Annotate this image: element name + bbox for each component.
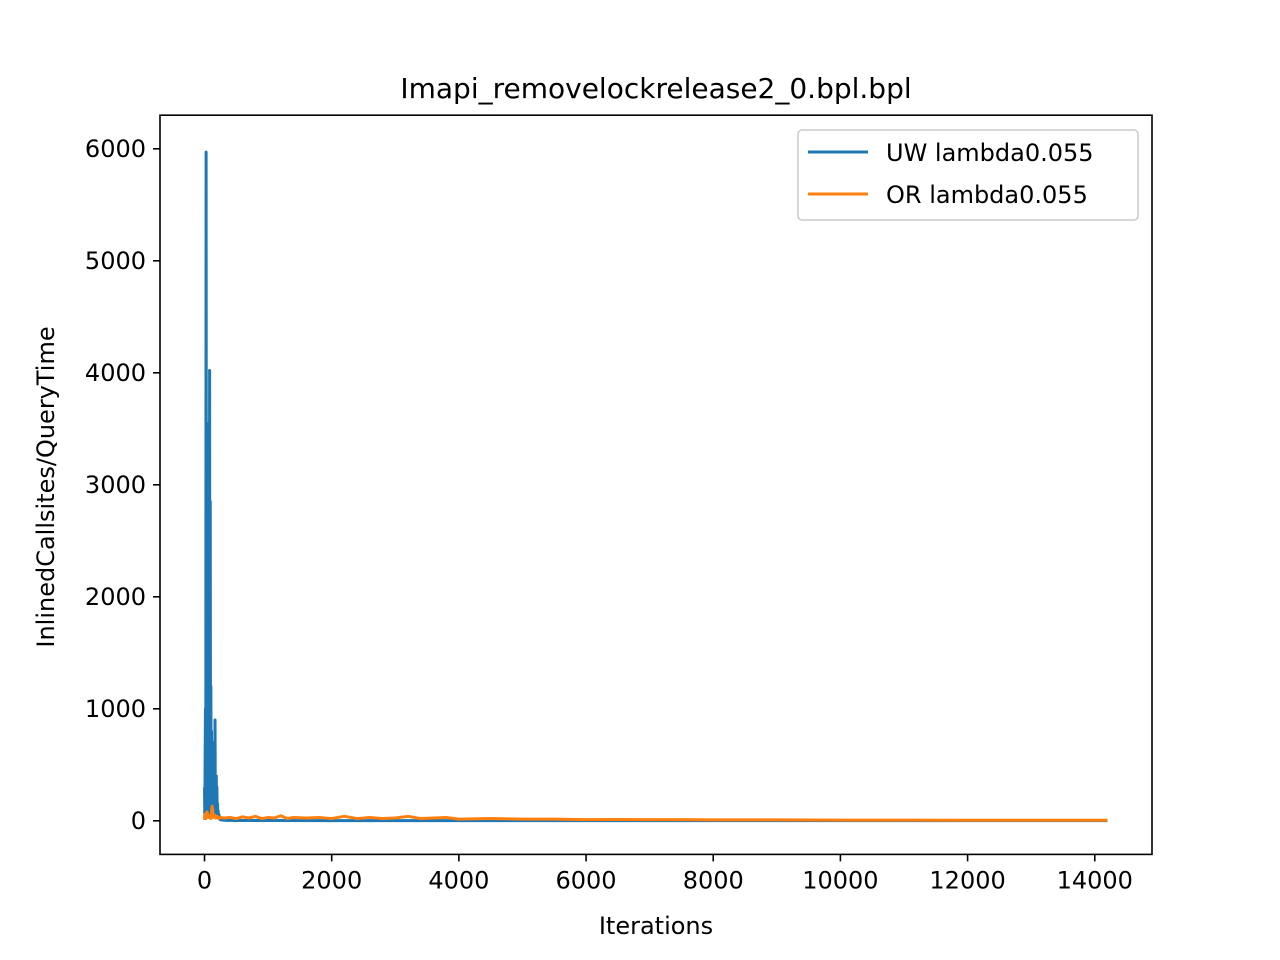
x-tick-label: 0 [197, 866, 212, 894]
legend: UW lambda0.055 OR lambda0.055 [797, 129, 1139, 221]
legend-label-uw: UW lambda0.055 [886, 139, 1094, 167]
x-tick-label: 6000 [556, 866, 617, 894]
y-tick-label: 6000 [85, 135, 146, 163]
chart-title: Imapi_removelockrelease2_0.bpl.bpl [400, 72, 911, 105]
y-tick-label: 0 [131, 807, 146, 835]
series-line-0 [203, 150, 1108, 823]
x-tick-label: 12000 [929, 866, 1005, 894]
x-tick-label: 8000 [683, 866, 744, 894]
y-tick-label: 5000 [85, 247, 146, 275]
x-axis-label: Iterations [599, 912, 713, 940]
legend-box [797, 129, 1139, 221]
x-tick-label: 14000 [1057, 866, 1133, 894]
y-tick-label: 4000 [85, 359, 146, 387]
series-layer [203, 150, 1108, 823]
y-axis-label: InlinedCallsites/QueryTime [32, 326, 60, 647]
x-tick-label: 2000 [301, 866, 362, 894]
y-axis-ticks: 0 1000 2000 3000 4000 5000 6000 [85, 135, 160, 835]
x-tick-label: 4000 [428, 866, 489, 894]
y-tick-label: 2000 [85, 583, 146, 611]
x-tick-label: 10000 [802, 866, 878, 894]
y-tick-label: 3000 [85, 471, 146, 499]
x-axis-ticks: 0 2000 4000 6000 8000 10000 12000 14000 [197, 854, 1133, 894]
legend-label-or: OR lambda0.055 [886, 181, 1088, 209]
y-tick-label: 1000 [85, 695, 146, 723]
series-line-1 [203, 804, 1108, 822]
